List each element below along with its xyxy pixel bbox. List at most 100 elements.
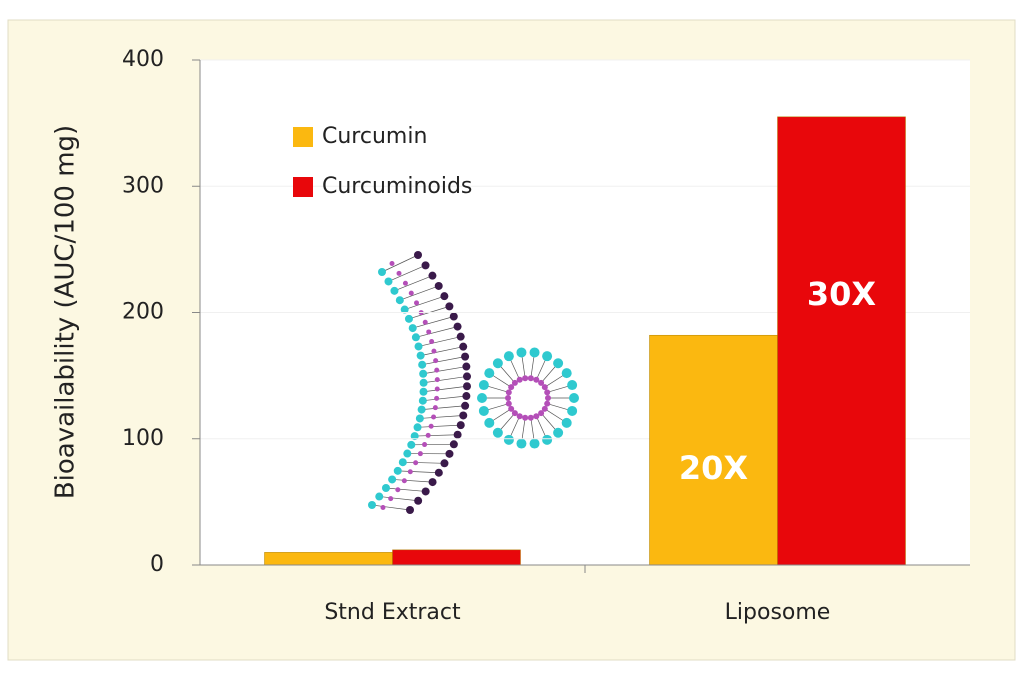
lipid-head [414,251,422,259]
lipid-head [384,277,392,285]
lipid-head [402,478,407,483]
lipid-head [463,372,471,380]
lipid-head [530,439,540,449]
bar [778,117,906,565]
bar-annotation: 30X [807,275,877,313]
lipid-head [428,272,436,280]
lipid-head [399,458,407,466]
lipid-head [542,435,552,445]
lipid-head [506,401,512,407]
lipid-head [516,347,526,357]
lipid-head [528,415,534,421]
lipid-head [429,478,437,486]
lipid-head [429,424,434,429]
lipid-head [378,268,386,276]
lipid-head [394,467,402,475]
y-tick-label: 100 [122,426,164,451]
lipid-head [530,347,540,357]
x-tick-label: Liposome [725,600,831,625]
y-tick-label: 0 [150,552,164,577]
lipid-head [382,484,390,492]
lipid-head [517,377,523,383]
lipid-head [390,261,395,266]
lipid-head [461,402,469,410]
legend-swatch [293,127,313,147]
lipid-head [388,475,396,483]
lipid-head [477,393,487,403]
lipid-head [420,379,428,387]
lipid-head [553,358,563,368]
lipid-head [450,440,458,448]
lipid-head [553,428,563,438]
lipid-head [459,343,467,351]
lipid-head [431,349,436,354]
lipid-head [406,506,414,514]
legend-label: Curcuminoids [322,174,472,199]
lipid-head [388,496,393,501]
lipid-head [435,282,443,290]
lipid-head [505,395,511,401]
lipid-head [407,441,415,449]
lipid-head [412,333,420,341]
lipid-head [368,501,376,509]
lipid-head [542,384,548,390]
lipid-head [435,377,440,382]
lipid-head [426,329,431,334]
lipid-head [422,442,427,447]
lipid-head [426,433,431,438]
lipid-head [454,323,462,331]
lipid-head [493,428,503,438]
lipid-head [440,459,448,467]
lipid-head [479,406,489,416]
y-tick-label: 200 [122,300,164,325]
lipid-head [423,320,428,325]
bar [265,552,393,565]
lipid-head [484,418,494,428]
lipid-head [450,313,458,321]
lipid-head [403,450,411,458]
lipid-head [414,300,419,305]
lipid-head [522,375,528,381]
lipid-head [433,405,438,410]
lipid-head [435,387,440,392]
lipid-head [434,396,439,401]
lipid-head [422,487,430,495]
lipid-head [396,296,404,304]
lipid-head [413,460,418,465]
lipid-head [462,363,470,371]
lipid-head [429,339,434,344]
lipid-head [562,418,572,428]
lipid-head [445,450,453,458]
y-axis-title: Bioavailability (AUC/100 mg) [51,125,81,499]
lipid-head [454,431,462,439]
y-tick-label: 300 [122,173,164,198]
lipid-head [462,392,470,400]
lipid-head [533,413,539,419]
lipid-head [435,469,443,477]
lipid-head [414,497,422,505]
lipid-head [479,380,489,390]
lipid-head [506,389,512,395]
lipid-head [459,411,467,419]
lipid-head [408,469,413,474]
lipid-head [397,271,402,276]
bar [393,550,521,565]
lipid-head [508,406,514,412]
x-tick-label: Stnd Extract [324,600,461,625]
y-tick-label: 400 [122,47,164,72]
lipid-head [544,389,550,395]
legend-label: Curcumin [322,124,427,149]
lipid-head [567,380,577,390]
lipid-head [569,393,579,403]
lipid-head [395,487,400,492]
lipid-head [433,358,438,363]
lipid-head [409,291,414,296]
lipid-head [418,361,426,369]
lipid-head [375,493,383,501]
lipid-head [416,414,424,422]
lipid-head [422,261,430,269]
lipid-head [420,388,428,396]
lipid-head [504,435,514,445]
lipid-head [484,368,494,378]
